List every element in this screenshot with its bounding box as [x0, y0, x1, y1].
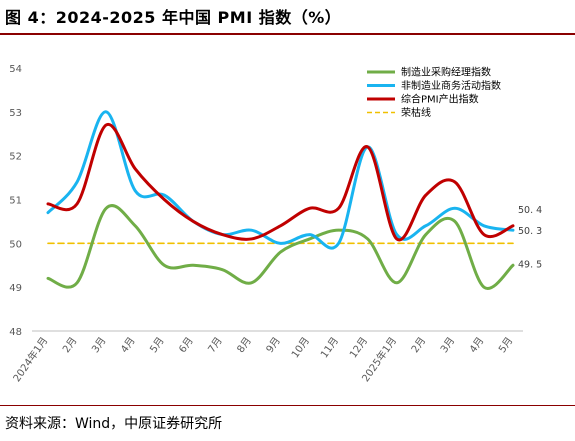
pmi-line-chart: 48 49 50 51 52 53 54 2024年1月 2月 3月 4月 5月 6月 7月 8月 9月 10…: [9, 64, 542, 384]
x-tick-label: 12月: [347, 335, 370, 361]
y-tick-label: 52: [9, 152, 22, 163]
end-labels: 50. 4 50. 3 49. 5: [518, 205, 542, 270]
x-tick-label: 10月: [289, 335, 312, 361]
x-tick-label: 9月: [264, 335, 283, 355]
series-line-2: [46, 123, 515, 242]
x-tick-label: 11月: [318, 335, 341, 361]
x-tick-label: 7月: [206, 335, 225, 355]
source-note: 资料来源：Wind，中原证券研究所: [5, 416, 223, 432]
x-tick-label: 2月: [60, 335, 79, 355]
legend-label: 荣枯线: [401, 106, 431, 119]
source-divider: [0, 405, 575, 406]
y-axis-ticks: 48 49 50 51 52 53 54: [9, 64, 22, 338]
x-tick-label: 3月: [89, 335, 108, 355]
y-tick-label: 54: [9, 64, 22, 75]
x-tick-label: 3月: [438, 335, 457, 355]
x-tick-label: 4月: [118, 335, 137, 355]
x-tick-label: 4月: [467, 335, 486, 355]
y-tick-label: 51: [9, 196, 22, 207]
end-value-label: 50. 3: [518, 226, 542, 237]
y-tick-label: 49: [9, 283, 22, 294]
x-tick-label: 2024年1月: [10, 334, 50, 384]
legend-label: 综合PMI产出指数: [401, 93, 479, 106]
series-lines: [46, 110, 515, 290]
end-value-label: 50. 4: [518, 205, 542, 216]
series-line-1: [46, 110, 515, 250]
x-tick-label: 5月: [496, 335, 515, 355]
y-tick-label: 53: [9, 108, 22, 119]
legend-label: 制造业采购经理指数: [401, 66, 491, 79]
x-tick-label: 8月: [235, 335, 254, 355]
figure-header: 图 4：2024-2025 年中国 PMI 指数（%）: [0, 0, 575, 35]
end-value-label: 49. 5: [518, 259, 542, 270]
y-tick-label: 48: [9, 327, 22, 338]
x-tick-label: 6月: [177, 335, 196, 355]
x-tick-label: 2月: [409, 335, 428, 355]
figure-title: 图 4：2024-2025 年中国 PMI 指数（%）: [5, 8, 342, 27]
legend-label: 非制造业商务活动指数: [401, 79, 501, 92]
series-line-0: [46, 204, 515, 290]
title-divider: [0, 33, 575, 35]
x-tick-label: 5月: [147, 335, 166, 355]
y-tick-label: 50: [9, 239, 22, 250]
